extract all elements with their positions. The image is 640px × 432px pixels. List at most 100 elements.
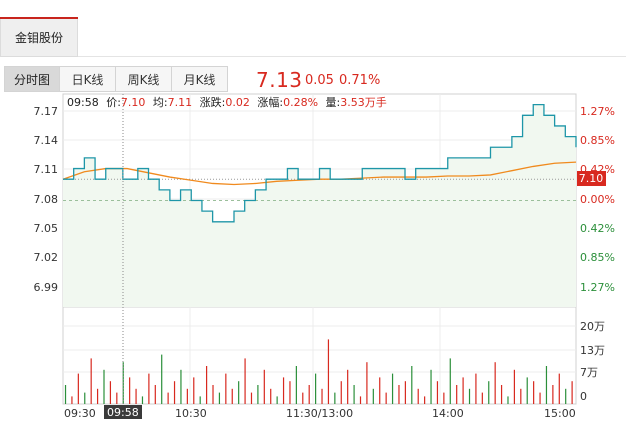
- volume-bar: [398, 385, 400, 404]
- tab-intraday[interactable]: 分时图: [4, 66, 60, 92]
- info-time: 09:58: [67, 96, 99, 109]
- volume-bar: [315, 373, 317, 404]
- volume-bar: [225, 373, 227, 404]
- crosshair-price-label: 7.10: [579, 172, 604, 185]
- volume-bar: [436, 381, 439, 404]
- volume-bar: [282, 377, 285, 404]
- volume-bar: [385, 392, 387, 404]
- volume-bar: [161, 354, 163, 404]
- volume-bar: [424, 396, 426, 404]
- crosshair-price-badge: [577, 171, 606, 186]
- price-tick: 7.11: [34, 163, 59, 176]
- tab-daily-k[interactable]: 日K线: [59, 66, 116, 92]
- volume-bar: [141, 396, 144, 404]
- volume-bar: [186, 388, 188, 404]
- crosshair-time-badge: [104, 405, 142, 419]
- info-change-label: 涨跌:: [200, 95, 226, 109]
- info-vol-label: 量:: [326, 96, 341, 109]
- price-tick: 7.17: [34, 105, 59, 118]
- info-line: 09:58 价:7.10 均:7.11 涨跌:0.02 涨幅:0.28% 量:3…: [67, 95, 387, 109]
- volume-bar: [71, 396, 73, 404]
- volume-bar: [558, 373, 560, 404]
- volume-bar: [109, 381, 112, 404]
- volume-bar: [212, 385, 214, 404]
- volume-bar: [205, 366, 208, 404]
- active-tab-accent: [0, 17, 78, 19]
- volume-bar: [417, 388, 419, 404]
- volume-bar: [340, 381, 342, 404]
- volume-bar: [180, 369, 182, 404]
- volume-bar: [263, 369, 265, 404]
- volume-bar: [334, 392, 336, 404]
- tab-monthly-k[interactable]: 月K线: [171, 66, 228, 92]
- volume-bar: [494, 362, 496, 404]
- header-bar: [78, 19, 626, 57]
- price-tick: 7.08: [34, 193, 59, 206]
- volume-bar: [500, 385, 503, 404]
- pct-tick: 0.85%: [580, 134, 615, 147]
- pct-tick: 1.27%: [580, 281, 615, 294]
- volume-bar: [238, 381, 240, 404]
- volume-bar: [64, 385, 67, 404]
- pct-tick: 0.42%: [580, 222, 615, 235]
- volume-bar: [103, 369, 105, 404]
- volume-bar: [353, 385, 355, 404]
- volume-bar: [571, 381, 573, 404]
- volume-bar: [533, 381, 535, 404]
- time-tick: 09:30: [64, 407, 96, 420]
- volume-bar: [90, 358, 92, 404]
- volume-bar: [449, 358, 451, 404]
- volume-bar: [552, 385, 554, 404]
- info-price: 7.10: [121, 96, 146, 109]
- volume-bar: [481, 392, 483, 404]
- volume-axis: 20万 13万 7万 0: [580, 320, 605, 403]
- info-pct-label: 涨幅:: [257, 96, 283, 109]
- volume-bar: [359, 396, 362, 404]
- volume-tick: 0: [580, 390, 587, 403]
- volume-bar: [116, 392, 118, 404]
- pct-tick: 0.85%: [580, 251, 615, 264]
- volume-bar: [302, 392, 304, 404]
- volume-bar: [250, 392, 253, 404]
- volume-bars: [64, 339, 573, 404]
- price-change-pct: 0.71%: [339, 73, 381, 88]
- volume-bar: [257, 385, 259, 404]
- volume-bar: [347, 369, 349, 404]
- crosshair-time-label: 09:58: [107, 406, 139, 419]
- price-tick: 6.99: [34, 281, 59, 294]
- volume-bar: [122, 362, 124, 404]
- volume-bar: [173, 381, 176, 404]
- volume-bar: [443, 392, 445, 404]
- volume-bar: [391, 373, 394, 404]
- price-area-fill: [63, 104, 576, 308]
- price-line: [63, 104, 577, 223]
- time-tick: 14:00: [432, 407, 464, 420]
- volume-bar: [475, 373, 477, 404]
- stock-name-tab[interactable]: 金钼股份: [0, 19, 78, 57]
- volume-bar: [488, 381, 490, 404]
- volume-bar: [545, 366, 548, 404]
- volume-bar: [327, 339, 330, 404]
- volume-bar: [231, 388, 233, 404]
- volume-bar: [539, 392, 541, 404]
- time-tick: 15:00: [544, 407, 576, 420]
- time-tick: 11:30/13:00: [286, 407, 353, 420]
- volume-bar: [462, 377, 464, 404]
- info-pct: 0.28%: [283, 96, 318, 109]
- volume-bar: [154, 385, 156, 404]
- volume-tick: 7万: [580, 366, 598, 379]
- volume-bar: [565, 388, 567, 404]
- volume-bar: [520, 388, 522, 404]
- price-tick: 7.02: [34, 251, 59, 264]
- time-tick: 10:30: [175, 407, 207, 420]
- volume-bar: [276, 396, 278, 404]
- volume-bar: [404, 381, 406, 404]
- volume-bar: [193, 377, 195, 404]
- volume-bar: [96, 388, 99, 404]
- pct-tick: 1.27%: [580, 105, 615, 118]
- volume-bar: [148, 373, 150, 404]
- volume-tick: 13万: [580, 344, 605, 357]
- volume-bar: [84, 392, 86, 404]
- info-avg-label: 均:: [153, 96, 168, 109]
